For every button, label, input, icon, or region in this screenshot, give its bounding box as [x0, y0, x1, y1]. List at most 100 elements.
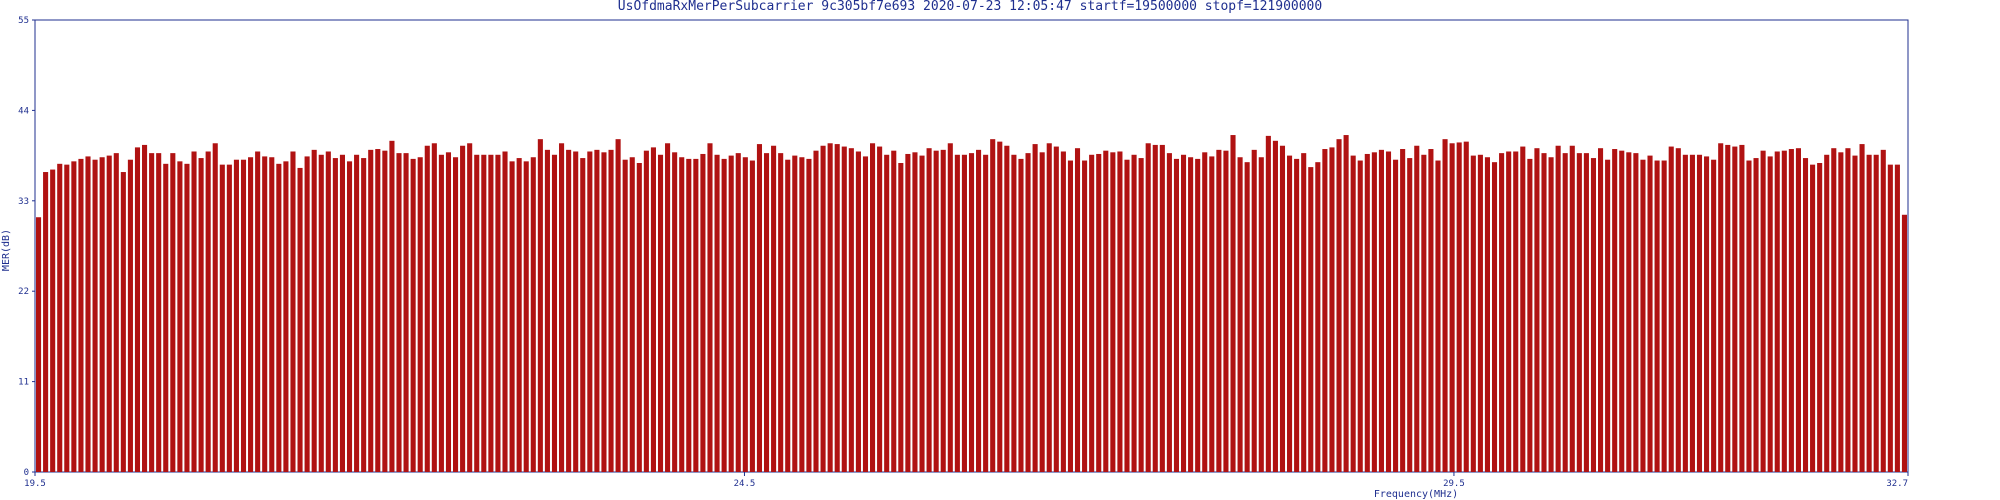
subcarrier-bar	[997, 141, 1003, 472]
subcarrier-bar	[1202, 152, 1208, 472]
subcarrier-bar	[212, 143, 218, 472]
subcarrier-bar	[763, 153, 770, 472]
subcarrier-bar	[594, 149, 600, 472]
subcarrier-bar	[1343, 135, 1349, 473]
subcarrier-bar	[841, 146, 847, 472]
x-axis-ticks: 19.5 24.5 29.5 32.7	[24, 472, 1909, 489]
subcarrier-bar	[990, 139, 996, 472]
subcarrier-bar	[1520, 146, 1526, 472]
subcarrier-bar	[219, 164, 225, 472]
subcarrier-bar	[1265, 135, 1271, 472]
subcarrier-bar	[1583, 153, 1589, 472]
subcarrier-bar	[346, 161, 353, 472]
subcarrier-bar	[1732, 146, 1738, 472]
subcarrier-bar	[488, 154, 494, 472]
subcarrier-bar	[862, 156, 869, 473]
subcarrier-bar	[1449, 143, 1455, 472]
subcarrier-bar	[99, 157, 105, 473]
subcarrier-bar	[877, 146, 883, 472]
subcarrier-bar	[71, 161, 77, 472]
y-tick-label: 33	[18, 197, 29, 207]
subcarrier-bar	[92, 159, 98, 472]
subcarrier-bar	[1633, 153, 1639, 472]
subcarrier-bar	[742, 157, 748, 473]
subcarrier-bar	[1357, 160, 1363, 472]
subcarrier-bar	[1152, 144, 1158, 473]
subcarrier-bar	[615, 139, 621, 472]
subcarrier-bar	[149, 153, 155, 472]
subcarrier-bar	[50, 169, 56, 472]
subcarrier-bar	[1294, 158, 1300, 472]
subcarrier-bar	[1802, 158, 1809, 472]
subcarrier-bar	[806, 158, 812, 472]
subcarrier-bar	[559, 143, 565, 472]
subcarrier-bar	[163, 163, 169, 472]
subcarrier-bar	[1767, 156, 1773, 473]
subcarrier-bar	[1039, 152, 1045, 472]
subcarrier-bar	[1067, 160, 1073, 472]
subcarrier-bar	[1866, 154, 1872, 472]
subcarrier-bar	[354, 154, 360, 472]
subcarrier-bar	[1329, 147, 1335, 472]
x-tick-label: 32.7	[1886, 479, 1908, 489]
subcarrier-bar	[1668, 146, 1674, 472]
subcarrier-bar	[325, 151, 331, 473]
subcarrier-bar	[226, 164, 232, 472]
subcarrier-bar	[1463, 141, 1469, 472]
subcarrier-bar	[1322, 149, 1328, 472]
subcarrier-bar	[1371, 152, 1377, 472]
subcarrier-bar	[1612, 149, 1618, 472]
subcarrier-bar	[756, 144, 763, 472]
subcarrier-bar	[608, 149, 614, 472]
subcarrier-bar	[445, 152, 452, 472]
subcarrier-bar	[1781, 150, 1787, 473]
subcarrier-bar	[968, 153, 975, 472]
subcarrier-bar	[438, 154, 444, 472]
subcarrier-bar	[1845, 148, 1851, 472]
subcarrier-bar	[1718, 143, 1724, 472]
y-axis-label-group: MER(dB)	[1, 229, 12, 271]
subcarrier-bar	[1279, 145, 1286, 473]
subcarrier-bar	[1605, 159, 1611, 472]
subcarrier-bar	[1661, 160, 1667, 472]
x-tick-label: 24.5	[734, 479, 756, 489]
subcarrier-bar	[1301, 153, 1307, 472]
subcarrier-bar	[848, 148, 854, 472]
subcarrier-bar	[1725, 144, 1731, 473]
subcarrier-bar	[424, 145, 430, 473]
subcarrier-bar	[1195, 158, 1201, 472]
subcarrier-bar	[410, 158, 416, 472]
x-axis-label: Frequency(MHz)	[1374, 489, 1458, 500]
subcarrier-bar	[870, 143, 876, 472]
subcarrier-bar	[1082, 160, 1088, 472]
subcarrier-bar	[1018, 158, 1024, 472]
subcarrier-bar	[1393, 159, 1399, 472]
subcarrier-bar	[834, 144, 840, 472]
subcarrier-bar	[1640, 159, 1646, 472]
subcarrier-bar	[1287, 155, 1293, 472]
subcarrier-bar	[64, 164, 70, 472]
subcarrier-bar	[771, 145, 777, 473]
subcarrier-bar	[205, 151, 211, 473]
subcarrier-bar	[1704, 156, 1710, 473]
subcarrier-bar	[1124, 159, 1130, 472]
subcarrier-bar	[332, 158, 338, 472]
subcarrier-bar	[1491, 162, 1498, 473]
subcarrier-bar	[460, 145, 466, 473]
subcarrier-bar	[1887, 164, 1893, 472]
subcarrier-bar	[926, 148, 932, 472]
subcarrier-bar	[120, 172, 126, 473]
subcarrier-bar	[1435, 160, 1441, 472]
subcarrier-bar	[1562, 153, 1568, 472]
subcarrier-bar	[1647, 155, 1653, 472]
subcarrier-bar	[622, 159, 628, 472]
subcarrier-bar	[855, 151, 861, 473]
subcarrier-bar	[1244, 162, 1250, 473]
subcarrier-bar	[502, 151, 508, 473]
subcarrier-bar	[551, 154, 558, 472]
subcarrier-bar	[1060, 151, 1066, 473]
subcarrier-bar	[735, 153, 741, 472]
subcarrier-bar	[1682, 154, 1688, 472]
subcarrier-bar	[248, 157, 254, 473]
subcarrier-bar	[1046, 143, 1052, 472]
